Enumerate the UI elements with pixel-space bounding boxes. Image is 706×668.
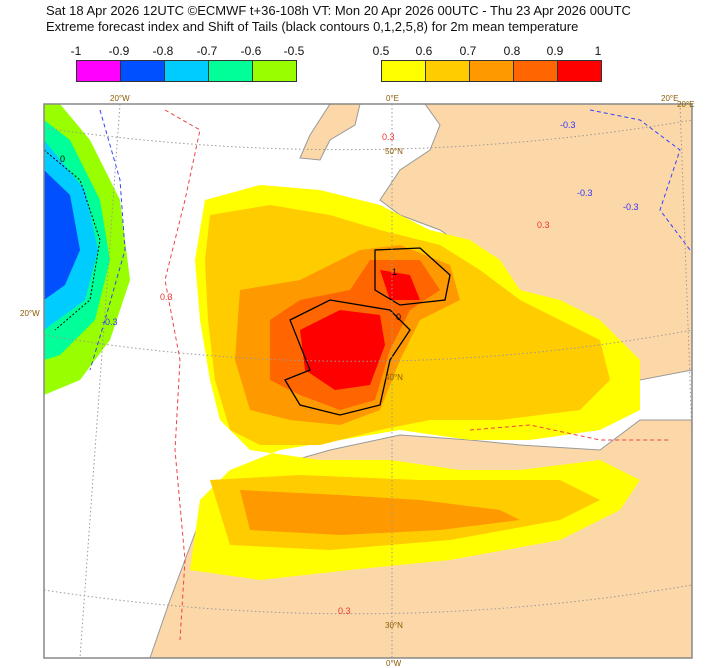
colorbar-positive: [381, 60, 602, 82]
colorbar-swatch: [514, 61, 558, 81]
colorbar-swatch: [165, 61, 209, 81]
grid-label: 0°E: [386, 94, 399, 103]
grid-label: 20°E: [661, 94, 678, 103]
title-line-1: Sat 18 Apr 2026 12UTC ©ECMWF t+36-108h V…: [46, 3, 631, 18]
contour-label: -0.3: [560, 120, 576, 130]
colorbar-negative: [76, 60, 297, 82]
map-frame: [43, 103, 693, 659]
efi-contour-positive: [469, 424, 670, 441]
legend-tick: -0.5: [283, 44, 305, 58]
sot-label: 0: [60, 154, 65, 164]
grid-label: 20°W: [20, 309, 40, 318]
efi-contour-negative: [589, 109, 691, 251]
efi-contour-positive: [164, 109, 201, 641]
legend-tick: 1: [594, 44, 602, 58]
efi-cold-0.8: [44, 170, 80, 300]
contour-label: 0.3: [537, 220, 550, 230]
contour-label: 0.3: [338, 606, 351, 616]
colorbar-swatch: [470, 61, 514, 81]
legend-tick: -0.9: [108, 44, 130, 58]
contour-label: -0.3: [577, 188, 593, 198]
legend-tick: 0.6: [415, 44, 433, 58]
legend-tick: -1: [70, 44, 82, 58]
colorbar-swatch: [253, 61, 296, 81]
grid-label: 30°N: [385, 621, 403, 630]
legend-tick: 0.9: [546, 44, 564, 58]
grid-label: 50°N: [385, 147, 403, 156]
legend-tick: -0.6: [240, 44, 262, 58]
grid-label: 0°W: [386, 659, 402, 668]
colorbar-swatch: [558, 61, 601, 81]
graticule: [44, 104, 692, 658]
grid-label: 20°W: [110, 94, 130, 103]
colorbar-swatch: [121, 61, 165, 81]
legend-tick: 0.7: [459, 44, 477, 58]
efi-contour-negative: [89, 109, 126, 371]
title-line-2: Extreme forecast index and Shift of Tail…: [46, 19, 579, 34]
legend-tick: 0.8: [503, 44, 521, 58]
efi-warm-0.9: [300, 270, 420, 390]
grid-label: 20°E: [677, 100, 694, 109]
colorbar-swatch: [77, 61, 121, 81]
contour-label: 0.3: [382, 132, 395, 142]
colorbar-swatch: [382, 61, 426, 81]
legend-tick: 0.5: [372, 44, 390, 58]
contour-label: -0.3: [623, 202, 639, 212]
contour-label: 0.3: [160, 292, 173, 302]
sot-label: 0: [396, 312, 401, 322]
legend-tick: -0.7: [196, 44, 218, 58]
colorbar-swatch: [426, 61, 470, 81]
contour-label: -0.3: [102, 317, 118, 327]
sot-contour: [284, 247, 451, 416]
grid-label: 40°N: [385, 373, 403, 382]
sot-label: 1: [392, 267, 397, 277]
colorbar-swatch: [209, 61, 253, 81]
legend-tick: -0.8: [152, 44, 174, 58]
